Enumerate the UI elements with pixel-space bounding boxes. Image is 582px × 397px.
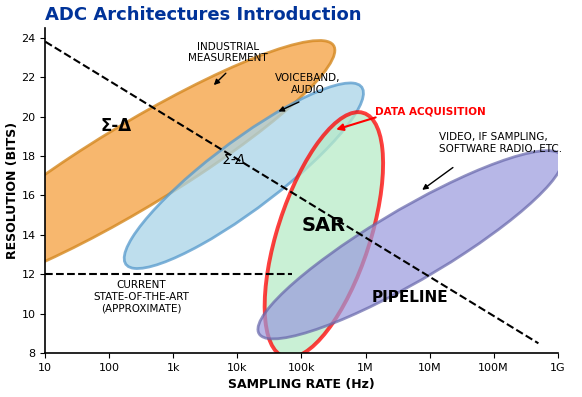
Ellipse shape	[265, 112, 383, 358]
Ellipse shape	[0, 40, 335, 291]
Text: PIPELINE: PIPELINE	[372, 291, 449, 305]
Text: DATA ACQUISITION: DATA ACQUISITION	[375, 107, 486, 117]
Text: INDUSTRIAL
MEASUREMENT: INDUSTRIAL MEASUREMENT	[188, 42, 268, 63]
Text: Σ-Δ: Σ-Δ	[222, 153, 246, 167]
X-axis label: SAMPLING RATE (Hz): SAMPLING RATE (Hz)	[228, 378, 375, 391]
Ellipse shape	[124, 83, 363, 268]
Text: Σ-Δ: Σ-Δ	[100, 118, 132, 135]
Text: VIDEO, IF SAMPLING,
SOFTWARE RADIO, ETC.: VIDEO, IF SAMPLING, SOFTWARE RADIO, ETC.	[439, 132, 562, 154]
Text: ADC Architectures Introduction: ADC Architectures Introduction	[45, 6, 362, 23]
Ellipse shape	[258, 150, 563, 339]
Y-axis label: RESOLUTION (BITS): RESOLUTION (BITS)	[6, 122, 19, 259]
Text: SAR: SAR	[302, 216, 346, 235]
Text: CURRENT
STATE-OF-THE-ART
(APPROXIMATE): CURRENT STATE-OF-THE-ART (APPROXIMATE)	[94, 280, 189, 313]
Text: VOICEBAND,
AUDIO: VOICEBAND, AUDIO	[275, 73, 340, 95]
